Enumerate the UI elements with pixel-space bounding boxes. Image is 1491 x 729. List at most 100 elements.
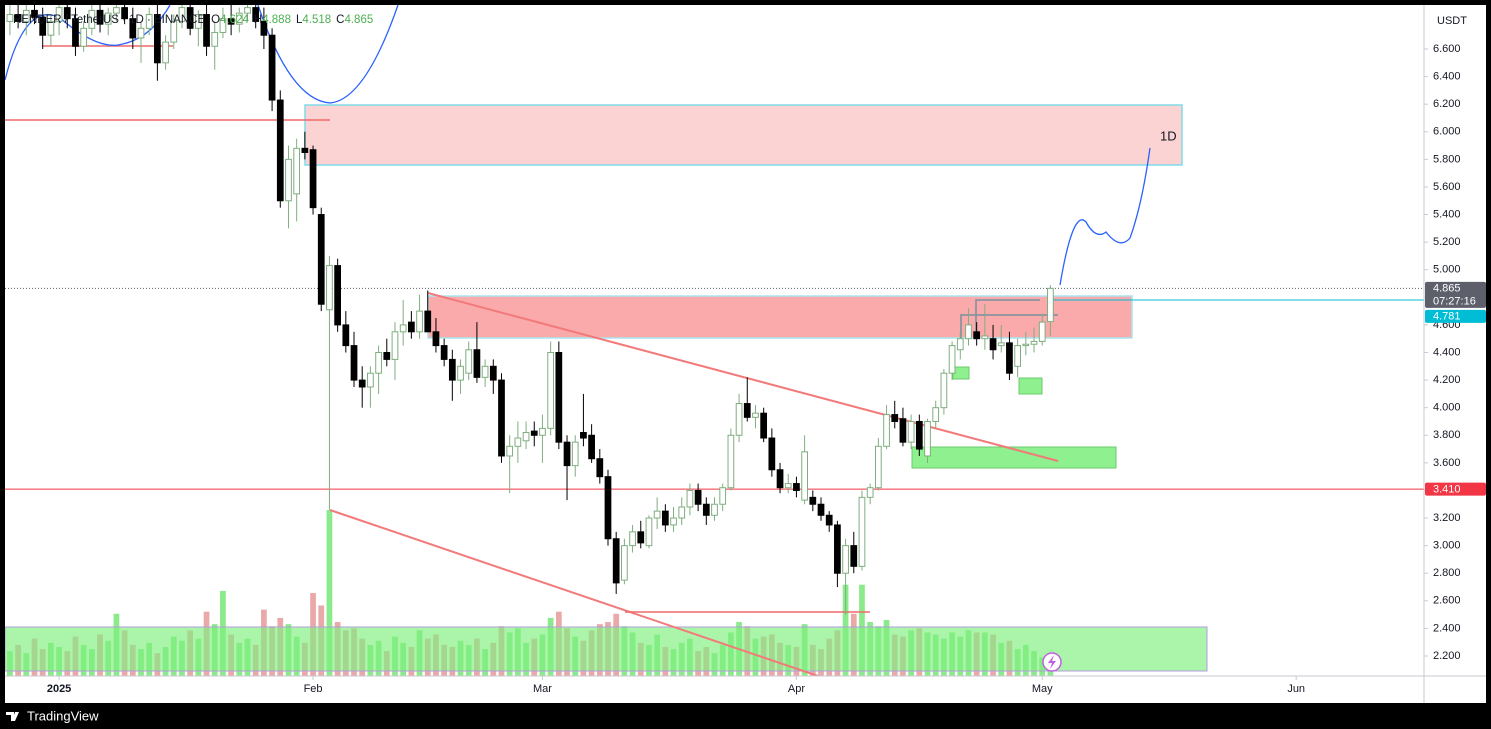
candle-body <box>227 18 235 25</box>
candle-body <box>793 483 800 491</box>
candle-body <box>1030 340 1038 345</box>
price-badge-label: 3.410 <box>1433 483 1461 495</box>
candle-body <box>194 14 202 29</box>
candle-body <box>96 9 104 25</box>
candle-body <box>170 20 178 43</box>
candle-body <box>711 503 718 516</box>
candle-body <box>129 18 137 39</box>
candle-body <box>514 437 522 447</box>
candle-body <box>940 372 948 409</box>
candle-body <box>956 338 964 351</box>
candle-layer <box>6 5 1054 615</box>
candle-body <box>334 265 341 326</box>
logo <box>6 712 19 721</box>
candle-body <box>342 324 350 347</box>
legend-value: 4.865 <box>344 14 373 26</box>
candle-body <box>874 445 882 489</box>
candle-body <box>39 16 47 36</box>
candle-body <box>1014 345 1022 367</box>
candle-body <box>55 7 63 22</box>
candle-body <box>211 31 219 47</box>
candle-body <box>121 7 128 20</box>
y-tick-label: 3.600 <box>1433 457 1461 469</box>
legend-key: H <box>254 14 262 26</box>
footer-brand: TradingView <box>27 708 99 723</box>
y-tick-label: 3.800 <box>1433 429 1461 441</box>
y-tick-label: 5.000 <box>1433 264 1461 276</box>
candle-body <box>915 420 923 450</box>
y-tick-label: 4.400 <box>1433 346 1461 358</box>
price-lines <box>5 287 1424 490</box>
candle-body <box>694 489 702 505</box>
legend-value: 4.888 <box>262 14 291 26</box>
candle-body <box>522 432 530 442</box>
price-badge-label: 4.781 <box>1433 311 1461 323</box>
y-tick-label: 5.600 <box>1433 181 1461 193</box>
x-tick-label: May <box>1032 683 1053 695</box>
candle-body <box>293 147 301 195</box>
candle-body <box>760 412 768 439</box>
demand-box <box>1018 377 1043 395</box>
candle-body <box>932 407 940 422</box>
y-tick-label: 6.200 <box>1433 98 1461 110</box>
candle-body <box>72 18 79 47</box>
price-badge <box>1425 482 1486 496</box>
candle-body <box>621 545 628 581</box>
y-tick-label: 4.000 <box>1433 402 1461 414</box>
volume-bar <box>326 510 333 676</box>
candle-body <box>563 441 571 467</box>
alert-icon-bolt <box>1048 655 1056 669</box>
x-tick-label: Jun <box>1287 683 1305 695</box>
candle-body <box>776 469 784 489</box>
axes: 2.2002.4002.6002.8003.0003.2003.4003.600… <box>47 43 1486 695</box>
candle-body <box>743 403 751 418</box>
candle-body <box>22 9 30 22</box>
candle-body <box>850 545 858 567</box>
candle-body <box>137 27 145 39</box>
candle-body <box>924 420 931 457</box>
candle-body <box>817 503 825 516</box>
candle-body <box>203 14 210 47</box>
x-tick-label: Mar <box>533 683 552 695</box>
candle-body <box>276 99 284 202</box>
projection-curve <box>1059 147 1151 286</box>
candle-body <box>162 41 169 64</box>
candle-body <box>809 496 817 505</box>
candle-body <box>670 517 677 526</box>
candle-body <box>784 483 792 489</box>
candle-body <box>686 489 694 508</box>
candle-body <box>612 538 620 584</box>
candle-body <box>539 427 546 436</box>
candle-body <box>801 451 808 501</box>
legend-key: C <box>336 14 344 26</box>
candle-body <box>530 430 538 436</box>
y-tick-label: 3.000 <box>1433 540 1461 552</box>
price-badge <box>1425 309 1486 323</box>
candle-body <box>154 14 161 64</box>
y-tick-label: 2.800 <box>1433 567 1461 579</box>
demand-box <box>911 446 1117 469</box>
candle-body <box>547 352 555 429</box>
drawings: 1D <box>5 5 1208 676</box>
trendline <box>329 509 819 676</box>
candle-body <box>981 335 989 340</box>
candle-body <box>383 352 391 360</box>
candle-body <box>1022 343 1030 347</box>
candle-body <box>891 414 899 422</box>
candle-body <box>113 7 120 14</box>
candle-body <box>965 324 972 340</box>
candle-body <box>866 487 874 498</box>
supply-zone <box>304 104 1183 166</box>
candle-body <box>834 524 841 574</box>
candle-body <box>14 14 22 22</box>
candle-body <box>367 372 374 388</box>
candle-body <box>858 496 866 567</box>
price-badge <box>1425 281 1486 308</box>
candle-body <box>260 20 268 36</box>
candle-body <box>661 510 669 526</box>
candle-body <box>596 458 604 478</box>
legend-value: 4.518 <box>302 14 331 26</box>
currency-label: USDT <box>1437 15 1467 27</box>
candle-body <box>407 321 415 333</box>
candle-body <box>506 445 514 457</box>
